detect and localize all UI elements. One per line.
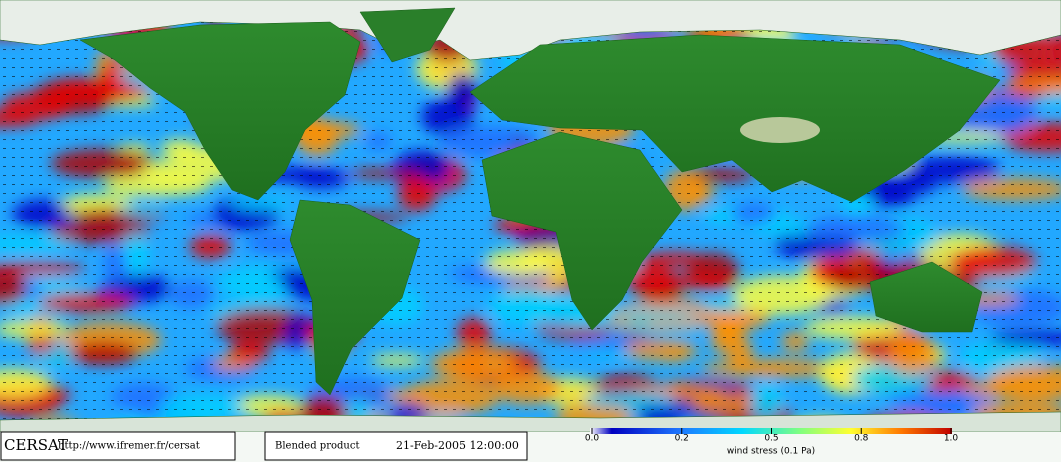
australia [869, 261, 983, 333]
product-box [264, 431, 528, 461]
north-america [79, 21, 361, 201]
colorbar-ticks: 0.0 0.2 0.5 0.8 1.0 [585, 428, 959, 444]
product: Blended product [275, 441, 359, 452]
eurasia [469, 34, 1001, 203]
africa [481, 131, 683, 331]
colorbar-tick-label: 0.2 [675, 434, 689, 444]
antarctica [0, 411, 1061, 433]
logo-box [0, 431, 236, 461]
greenland [359, 7, 456, 63]
colorbar-label: wind stress (0.1 Pa) [727, 447, 815, 457]
land [0, 0, 1061, 433]
logo: CERSAT [4, 436, 68, 454]
tibet [740, 117, 820, 143]
url: http://www.ifremer.fr/cersat [58, 441, 200, 452]
colorbar-tick-label: 1.0 [944, 434, 959, 444]
colorbar-tick-label: 0.0 [585, 434, 600, 444]
colorbar-tick-label: 0.5 [764, 434, 778, 444]
date: 21-Feb-2005 12:00:00 [396, 439, 519, 452]
arctic [0, 0, 1061, 61]
colorbar-tick-label: 0.8 [854, 434, 869, 444]
south-america [289, 199, 421, 396]
